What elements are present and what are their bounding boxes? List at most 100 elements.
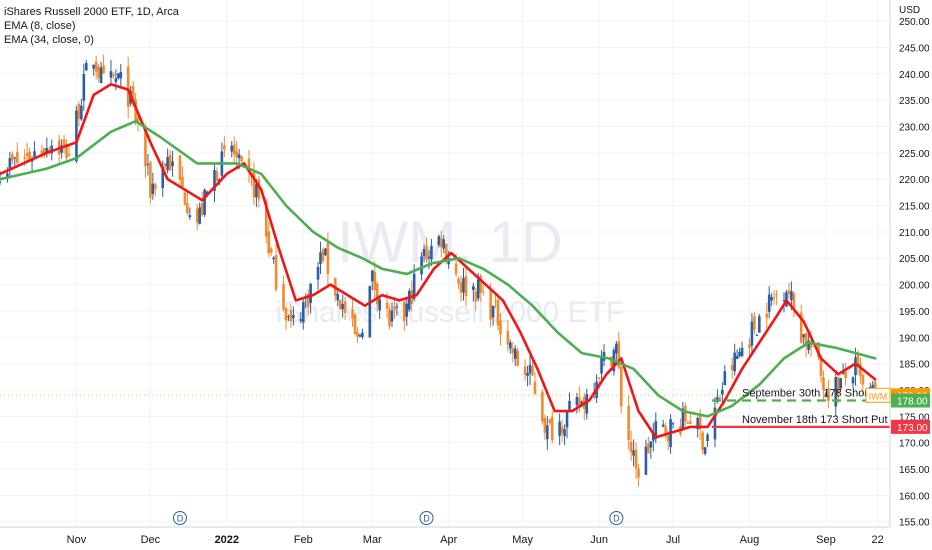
candle [338,300,342,309]
candle [558,421,561,436]
candle [479,275,483,293]
last-price-symbol: IWM [869,391,888,401]
dividend-marker-label: D [613,514,620,524]
candle [161,166,165,189]
candle [11,153,14,161]
candle [390,310,394,322]
candle [422,248,426,257]
x-tick-label: Apr [440,534,457,546]
candle [92,64,95,69]
y-tick-label: 230.00 [899,122,930,133]
candle [240,156,243,162]
candle [528,365,532,374]
candle [181,176,184,188]
candle [730,365,734,371]
candle [873,381,877,390]
candle [200,203,204,215]
y-tick-label: 240.00 [899,70,930,81]
candle [686,422,690,424]
candle [568,400,571,411]
candle [844,371,847,378]
ema34-line [0,119,877,418]
candle [698,415,702,430]
ema34-legend-label[interactable]: EMA (34, close, 0) [4,34,94,46]
candle [269,248,273,253]
candle [546,425,549,440]
y-tick-label: 195.00 [899,307,930,318]
candle [28,151,31,161]
candle [533,381,537,394]
x-tick-label: Mar [363,534,382,546]
candle [15,151,19,163]
candle [509,342,512,349]
x-tick-label: Nov [67,534,87,546]
candle [272,257,275,260]
candle [511,348,515,354]
ema8-legend-label[interactable]: EMA (8, close) [4,20,76,32]
candle [215,171,219,182]
candle [550,416,554,441]
y-tick-label: 245.00 [899,43,930,54]
candle [97,66,100,79]
candle [62,139,66,146]
candle [188,215,192,218]
candle [151,183,155,195]
candle [548,419,552,424]
candle [80,105,83,120]
candle [474,291,478,302]
symbol-title[interactable]: iShares Russell 2000 ETF, 1D, Arca [4,6,179,18]
candle [289,310,293,322]
candle [385,302,389,309]
y-tick-label: 215.00 [899,202,930,213]
candle [600,357,603,374]
candle [230,145,234,152]
candle [412,273,416,300]
candle [109,71,113,78]
candle [790,291,793,301]
sep30-put-value: 178.00 [897,397,928,408]
x-tick-label: Jun [590,534,608,546]
dividend-marker-icon [419,511,434,525]
candle [84,63,88,71]
candle [405,303,409,317]
candle [772,297,776,299]
candle [6,173,9,179]
candle [257,179,261,200]
y-tick-label: 200.00 [899,281,930,292]
candle [255,184,258,198]
candle [235,151,238,158]
candles [0,54,877,487]
x-tick-label: Sep [816,534,836,546]
candle [560,426,564,434]
candle [627,405,630,440]
candle [264,200,268,237]
candle [407,290,411,310]
candle [632,450,635,456]
candle [489,288,492,320]
candle [792,293,796,310]
candle [824,393,828,395]
candle [496,300,500,326]
candle [356,332,359,337]
candle [203,189,206,215]
candle [427,256,431,259]
candle [237,154,241,159]
candle [119,71,123,79]
candle [817,342,820,357]
candle [513,348,517,359]
candle [454,263,458,274]
x-tick-label: May [512,534,533,546]
candle [437,236,441,245]
candle [430,245,433,260]
candle [578,397,581,408]
candle [114,78,118,82]
candle [146,164,150,166]
candle [166,157,169,171]
watermark-ticker: IWM, 1D [337,210,563,275]
candle [597,377,601,379]
y-tick-label: 190.00 [899,333,930,344]
candle [767,294,771,312]
candle [102,65,105,74]
candle [782,300,786,302]
